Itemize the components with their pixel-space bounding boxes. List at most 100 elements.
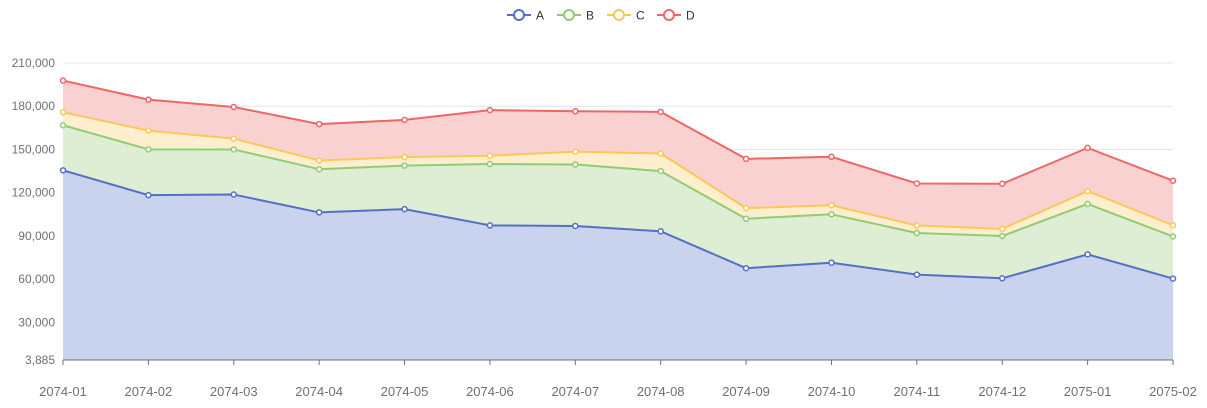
point-A[interactable] <box>913 271 921 278</box>
legend-item-C[interactable]: C <box>607 9 645 23</box>
point-A[interactable] <box>742 264 750 272</box>
x-tick-label: 2074-07 <box>551 384 599 399</box>
point-B[interactable] <box>657 167 664 175</box>
point-A[interactable] <box>145 191 152 199</box>
point-B[interactable] <box>401 162 408 169</box>
legend-label: C <box>636 9 645 23</box>
line-A <box>62 169 1174 280</box>
x-tick-label: 2074-10 <box>808 384 856 399</box>
point-A[interactable] <box>315 209 323 216</box>
point-B[interactable] <box>913 229 921 237</box>
point-A[interactable] <box>1084 251 1091 258</box>
axes: 3,885 30,000 60,000 90,000 120,000 150,000 180… <box>12 56 1197 399</box>
point-B[interactable] <box>998 232 1006 240</box>
point-C[interactable] <box>913 222 921 229</box>
point-D[interactable] <box>401 116 408 124</box>
legend-item-D[interactable]: D <box>657 9 695 23</box>
y-tick-label: 210,000 <box>12 56 56 70</box>
y-tick-label: 3,885 <box>25 353 55 367</box>
point-C[interactable] <box>315 157 323 164</box>
legend-label: A <box>536 9 544 23</box>
point-B[interactable] <box>486 160 494 168</box>
point-C[interactable] <box>145 127 152 134</box>
x-tick-label: 2074-11 <box>893 384 940 399</box>
legend-circle-icon <box>613 9 625 21</box>
point-B[interactable] <box>230 146 238 153</box>
point-D[interactable] <box>998 180 1006 188</box>
line-C <box>62 111 1174 230</box>
legend-circle-icon <box>513 9 525 21</box>
series-areas <box>63 80 1173 360</box>
point-D[interactable] <box>486 106 494 114</box>
point-A[interactable] <box>1169 275 1177 282</box>
series-points <box>59 77 1177 282</box>
y-tick-label: 90,000 <box>18 229 55 243</box>
point-C[interactable] <box>572 148 579 155</box>
x-tick-label: 2074-12 <box>978 384 1026 399</box>
point-C[interactable] <box>486 152 494 160</box>
line-D <box>62 79 1174 185</box>
series-lines <box>62 79 1174 280</box>
x-tick-label: 2074-08 <box>637 384 685 399</box>
point-C[interactable] <box>742 204 750 212</box>
area-A <box>63 170 1173 360</box>
point-C[interactable] <box>230 135 238 142</box>
point-D[interactable] <box>742 155 750 163</box>
point-B[interactable] <box>742 215 750 223</box>
x-tick-label: 2075-01 <box>1064 384 1112 399</box>
point-B[interactable] <box>315 165 323 173</box>
point-D[interactable] <box>572 108 579 115</box>
point-B[interactable] <box>59 121 67 129</box>
x-tick-label: 2074-09 <box>722 384 770 399</box>
point-B[interactable] <box>572 161 579 168</box>
point-A[interactable] <box>657 228 664 235</box>
legend-label: D <box>686 9 695 23</box>
point-D[interactable] <box>145 96 152 103</box>
point-A[interactable] <box>486 222 494 229</box>
point-C[interactable] <box>401 153 408 161</box>
point-B[interactable] <box>145 146 152 153</box>
y-tick-label: 120,000 <box>12 186 56 200</box>
point-B[interactable] <box>1084 200 1091 208</box>
legend-item-B[interactable]: B <box>557 9 594 23</box>
y-tick-label: 180,000 <box>12 99 56 113</box>
point-A[interactable] <box>998 275 1006 282</box>
line-B <box>62 124 1174 238</box>
legend: A B C D <box>507 9 695 23</box>
point-C[interactable] <box>1169 222 1177 229</box>
legend-circle-icon <box>663 9 675 21</box>
point-D[interactable] <box>1169 177 1177 184</box>
point-A[interactable] <box>59 167 67 174</box>
point-D[interactable] <box>657 108 664 116</box>
point-D[interactable] <box>828 153 835 161</box>
point-D[interactable] <box>913 180 921 187</box>
point-A[interactable] <box>828 259 835 266</box>
point-D[interactable] <box>59 77 67 84</box>
point-C[interactable] <box>657 150 664 157</box>
point-C[interactable] <box>828 201 835 209</box>
legend-item-A[interactable]: A <box>507 9 544 23</box>
area-D <box>63 80 1173 229</box>
point-D[interactable] <box>230 103 238 111</box>
point-C[interactable] <box>998 225 1006 233</box>
point-D[interactable] <box>1084 144 1091 152</box>
point-C[interactable] <box>59 109 67 116</box>
point-A[interactable] <box>230 191 238 198</box>
point-A[interactable] <box>572 222 579 230</box>
x-tick-label: 2074-03 <box>210 384 258 399</box>
x-tick-label: 2074-05 <box>381 384 429 399</box>
x-tick-label: 2074-02 <box>125 384 173 399</box>
x-tick-label: 2074-04 <box>295 384 343 399</box>
x-tick-label: 2075-02 <box>1149 384 1197 399</box>
point-D[interactable] <box>315 120 323 128</box>
x-tick-label: 2074-01 <box>39 384 87 399</box>
area-B <box>63 125 1173 279</box>
y-tick-label: 60,000 <box>18 272 55 286</box>
point-C[interactable] <box>1084 187 1091 195</box>
point-A[interactable] <box>401 205 408 213</box>
point-B[interactable] <box>828 211 835 218</box>
point-B[interactable] <box>1169 233 1177 240</box>
y-tick-label: 150,000 <box>12 142 56 156</box>
